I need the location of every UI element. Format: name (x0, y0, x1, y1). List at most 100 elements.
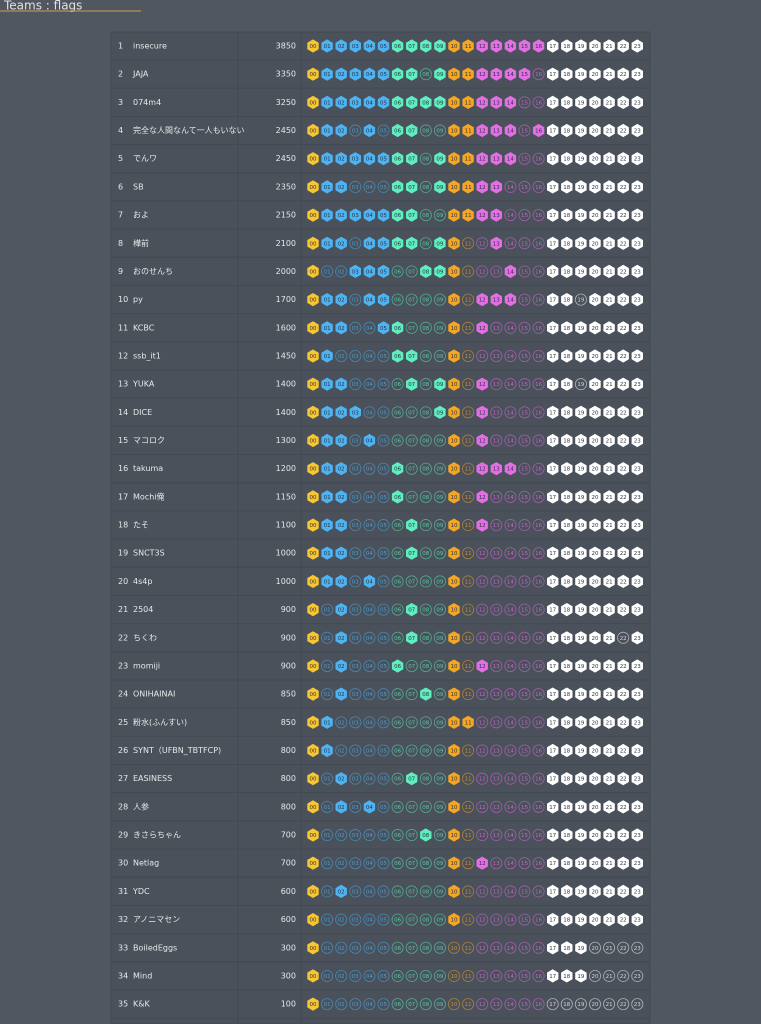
flag-label: 16 (535, 326, 542, 332)
flag-label: 20 (592, 1002, 599, 1008)
flag-label: 10 (451, 692, 458, 698)
flag-unsolved (377, 659, 390, 672)
flag-label: 21 (606, 720, 613, 726)
flag-label: 09 (436, 974, 443, 980)
flag-label: 01 (324, 777, 331, 783)
flag-solved (307, 800, 319, 814)
flag-label: 08 (422, 720, 429, 726)
flag-solved (547, 800, 559, 814)
flag-label: 05 (380, 889, 387, 895)
flag-unsolved (490, 519, 503, 532)
flag-unsolved (433, 434, 446, 447)
flag-unsolved (631, 941, 644, 954)
flag-solved (335, 208, 347, 222)
flag-unsolved (504, 857, 517, 870)
flag-label: 09 (436, 551, 443, 557)
team-row: 34 Mind 300 00 01 02 03 04 05 06 07 08 09 10 11 12 13 14 1… (111, 969, 650, 991)
flag-solved (391, 462, 404, 476)
flag-solved (363, 152, 376, 166)
flag-label: 00 (310, 720, 317, 726)
flag-label: 15 (521, 1002, 528, 1008)
flag-label: 03 (352, 918, 359, 924)
flag-solved (406, 152, 418, 166)
flag-unsolved (574, 378, 587, 391)
flag-solved (406, 123, 418, 138)
flag-label: 20 (592, 551, 599, 557)
flag-label: 03 (352, 495, 359, 501)
flag-solved (448, 293, 460, 307)
flag-solved (448, 349, 460, 363)
flag-solved (335, 631, 347, 645)
flag-solved (603, 349, 615, 363)
team-score: 2350 (276, 182, 296, 191)
flag-solved (561, 659, 573, 673)
flag-label: 11 (465, 777, 472, 783)
flag-label: 22 (620, 861, 627, 867)
team-rank: 27 (118, 774, 128, 783)
flag-solved (406, 518, 418, 532)
team-score: 1200 (276, 464, 296, 473)
flag-unsolved (391, 800, 404, 813)
flag-label: 23 (634, 946, 641, 952)
flag-unsolved (363, 659, 376, 672)
flag-label: 17 (549, 467, 556, 473)
flag-unsolved (504, 744, 517, 757)
flag-unsolved (405, 969, 418, 982)
flag-label: 04 (366, 805, 373, 811)
flag-label: 06 (394, 1002, 401, 1008)
flag-label: 03 (352, 467, 359, 473)
team-score: 300 (281, 943, 296, 952)
flag-label: 19 (577, 805, 584, 811)
flag-unsolved (504, 913, 517, 926)
flag-label: 23 (634, 692, 641, 698)
flag-solved (462, 180, 474, 194)
team-row: 25 粉水(ふんすい) 850 00 01 02 03 04 05 06 07 08 09 10 11 12 1… (111, 715, 650, 737)
flag-label: 00 (310, 636, 317, 642)
flag-unsolved (391, 434, 404, 447)
flag-label: 03 (352, 608, 359, 614)
flag-label: 02 (338, 608, 345, 614)
flag-label: 08 (422, 833, 429, 839)
flag-label: 12 (479, 805, 486, 811)
flag-solved (547, 913, 559, 927)
flag-label: 03 (352, 946, 359, 952)
flag-unsolved (349, 349, 362, 362)
flag-label: 14 (507, 185, 514, 191)
flag-label: 04 (366, 439, 373, 445)
flag-label: 11 (465, 269, 472, 275)
flag-unsolved (349, 631, 362, 644)
team-row: 16 takuma 1200 00 01 02 03 04 05 06 07 08 09 10 11 12 13… (111, 462, 650, 484)
flag-unsolved (391, 941, 404, 954)
team-row: 19 SNCT3S 1000 00 01 02 03 04 05 06 07 08 09 10 11 12 13… (111, 546, 650, 568)
flag-unsolved (363, 406, 376, 419)
flag-unsolved (490, 434, 503, 447)
flag-solved (575, 180, 587, 194)
flag-label: 04 (366, 44, 373, 50)
flag-unsolved (532, 349, 545, 362)
flag-unsolved (518, 857, 531, 870)
flag-label: 19 (577, 918, 584, 924)
flag-solved (307, 884, 319, 898)
flag-label: 11 (465, 1002, 472, 1008)
flag-unsolved (349, 237, 362, 250)
flag-solved (561, 574, 573, 588)
flag-solved (406, 180, 418, 194)
flag-label: 07 (408, 692, 415, 698)
flag-solved (575, 800, 587, 814)
flag-label: 04 (366, 889, 373, 895)
flag-unsolved (490, 772, 503, 785)
flag-label: 20 (592, 467, 599, 473)
flag-label: 18 (563, 692, 570, 698)
flag-label: 21 (606, 833, 613, 839)
flag-unsolved (518, 349, 531, 362)
flag-unsolved (377, 857, 390, 870)
flag-solved (448, 377, 460, 391)
flag-label: 11 (465, 213, 472, 219)
flag-solved (547, 95, 559, 109)
flag-label: 11 (465, 608, 472, 614)
flag-solved (448, 800, 460, 814)
flag-label: 06 (394, 918, 401, 924)
flag-label: 13 (493, 523, 500, 529)
team-score: 900 (281, 605, 296, 614)
flag-label: 15 (521, 185, 528, 191)
